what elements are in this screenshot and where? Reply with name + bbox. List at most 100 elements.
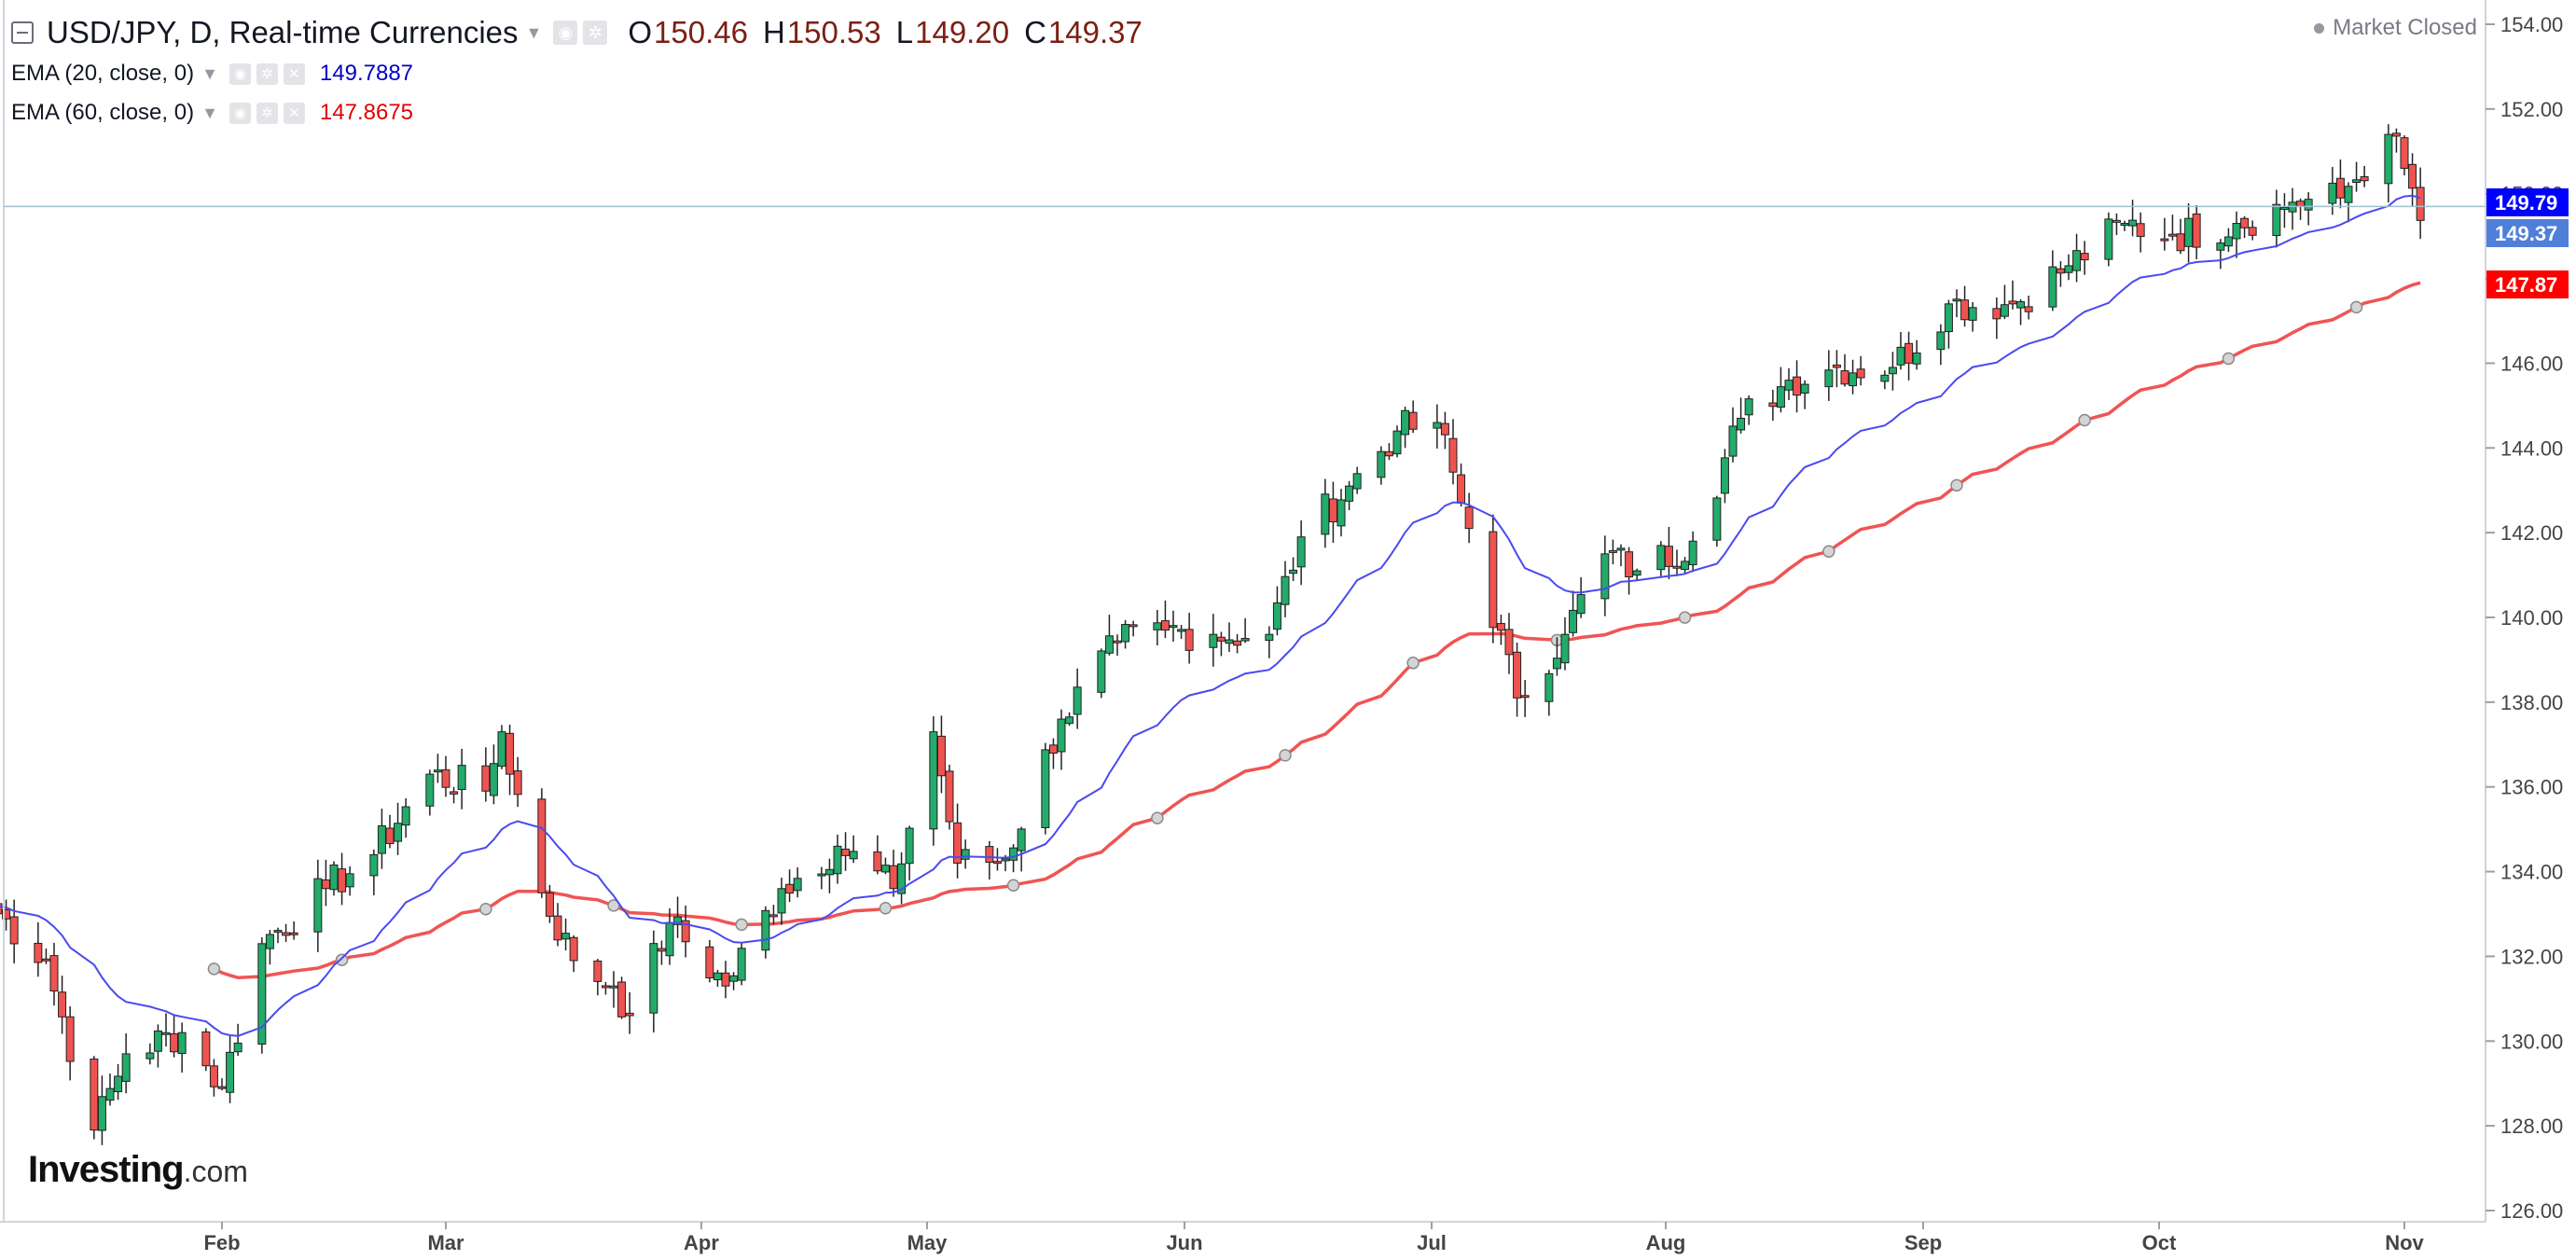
candle xyxy=(1600,535,1610,616)
candle-body-down xyxy=(1840,370,1849,385)
eye-icon[interactable]: ◉ xyxy=(229,102,251,124)
candle xyxy=(2384,124,2393,203)
candle xyxy=(761,906,770,959)
candle xyxy=(1216,631,1226,657)
candle-body-up xyxy=(2223,236,2233,247)
gear-icon[interactable]: ✲ xyxy=(583,21,608,45)
candle-body-down xyxy=(553,915,562,941)
candle-body-down xyxy=(2176,233,2185,252)
candle xyxy=(1576,576,1586,618)
close-icon[interactable]: ✕ xyxy=(283,62,305,85)
candle-body-up xyxy=(1065,716,1074,725)
ema60-marker xyxy=(335,953,349,966)
y-tick-label: 126.00 xyxy=(2500,1199,2563,1223)
candle xyxy=(2128,200,2138,237)
candle xyxy=(1121,619,1130,649)
gear-icon[interactable]: ✲ xyxy=(256,62,278,85)
candle-body-down xyxy=(2167,233,2177,237)
candle xyxy=(681,905,690,958)
candle-body-up xyxy=(1728,425,1738,457)
candle-body-up xyxy=(905,827,914,865)
candle-body-up xyxy=(1952,298,1961,302)
candle-body-up xyxy=(1321,493,1330,535)
candle xyxy=(1793,360,1802,413)
ema60-label[interactable]: EMA (60, close, 0) xyxy=(11,100,195,125)
candle xyxy=(1129,620,1138,637)
symbol-title[interactable]: USD/JPY, D, Real-time Currencies xyxy=(47,15,519,49)
candle xyxy=(97,1075,106,1145)
candle xyxy=(1768,389,1778,422)
candle xyxy=(1944,299,1953,349)
candle xyxy=(889,850,898,897)
high-label: H xyxy=(762,15,785,49)
candle-body-down xyxy=(841,848,851,856)
candle xyxy=(2232,211,2241,258)
candle xyxy=(450,786,459,804)
candle-body-down xyxy=(1496,623,1505,631)
collapse-icon[interactable] xyxy=(11,21,34,44)
candle-body-down xyxy=(1904,342,1914,364)
candle-body-up xyxy=(1616,547,1626,551)
candle xyxy=(1272,586,1281,636)
candle xyxy=(481,747,491,802)
candle xyxy=(945,764,954,830)
candle xyxy=(1097,648,1106,699)
candle-body-down xyxy=(1520,695,1530,699)
candle xyxy=(1800,380,1809,409)
candle xyxy=(737,943,746,986)
candle-body-up xyxy=(1560,633,1570,664)
candle-body-down xyxy=(569,936,578,962)
eye-icon[interactable]: ◉ xyxy=(229,62,251,85)
candle-body-up xyxy=(114,1075,123,1093)
candle-body-up xyxy=(226,1051,235,1093)
ema20-label[interactable]: EMA (20, close, 0) xyxy=(11,61,195,86)
candle-body-up xyxy=(1569,609,1578,633)
candle-body-down xyxy=(2335,177,2345,199)
candle xyxy=(1433,404,1442,449)
chevron-down-icon[interactable]: ▼ xyxy=(525,22,543,42)
candle-body-up xyxy=(2232,223,2241,240)
candle-body-up xyxy=(761,909,770,951)
y-tick-label: 142.00 xyxy=(2500,521,2563,545)
candle xyxy=(105,1073,115,1106)
chevron-down-icon[interactable]: ▼ xyxy=(201,63,218,83)
candle xyxy=(425,769,435,816)
candle-body-down xyxy=(2408,163,2417,189)
candle xyxy=(2328,167,2337,215)
candle-body-down xyxy=(1992,308,2001,320)
candle-body-up xyxy=(1433,422,1442,429)
candle-body-up xyxy=(377,824,386,854)
candle-body-up xyxy=(1057,718,1066,753)
close-icon[interactable]: ✕ xyxy=(283,102,305,124)
candle xyxy=(1240,617,1250,644)
candle xyxy=(1065,712,1074,727)
candle xyxy=(1632,568,1641,582)
eye-icon[interactable]: ◉ xyxy=(553,21,578,45)
candle-body-down xyxy=(1664,546,1673,567)
gear-icon[interactable]: ✲ xyxy=(256,102,278,124)
candle-body-up xyxy=(2072,250,2082,271)
candle xyxy=(841,832,851,871)
candle xyxy=(257,936,267,1054)
candle-body-up xyxy=(2000,304,2009,317)
candle xyxy=(1328,481,1337,544)
candle xyxy=(145,1043,155,1065)
candle-body-down xyxy=(1793,376,1802,396)
chevron-down-icon[interactable]: ▼ xyxy=(201,103,218,122)
candle xyxy=(1625,547,1634,595)
candle-body-down xyxy=(1440,422,1449,436)
candle xyxy=(1544,670,1554,716)
candle xyxy=(833,834,842,884)
candle-body-up xyxy=(345,873,354,888)
candle xyxy=(1952,289,1961,318)
candle-body-up xyxy=(177,1032,187,1055)
candle-body-up xyxy=(433,769,442,773)
candle-body-up xyxy=(1153,622,1162,630)
candle-body-up xyxy=(1888,367,1897,375)
candle xyxy=(625,991,634,1034)
y-tick-label: 154.00 xyxy=(2500,13,2563,36)
candle xyxy=(1401,407,1410,449)
candle-body-up xyxy=(1656,545,1666,571)
